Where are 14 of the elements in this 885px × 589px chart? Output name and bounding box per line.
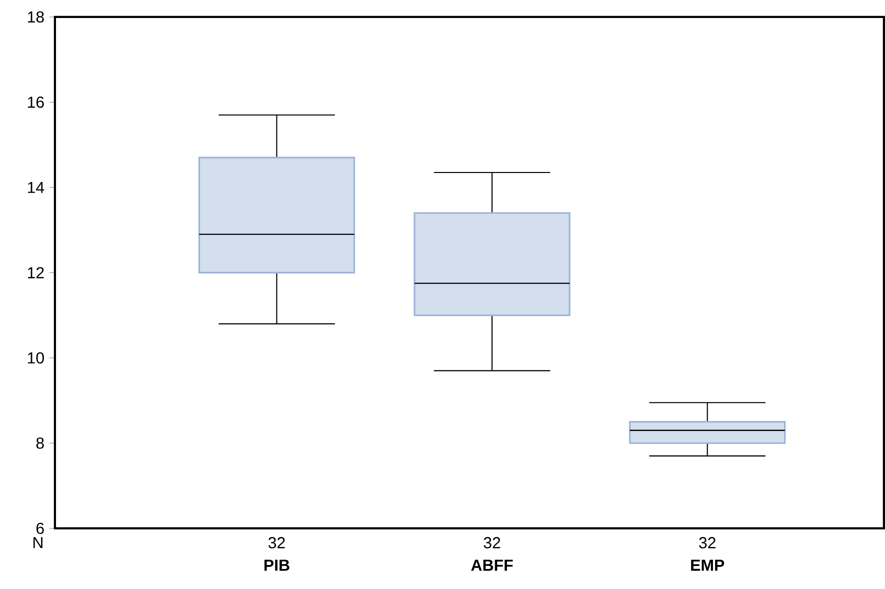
x-tick-label: ABFF [471, 560, 513, 571]
text: 32 [699, 536, 716, 548]
x-tick-label: EMP [691, 560, 724, 571]
text: N [34, 536, 42, 548]
text: 32 [268, 536, 285, 548]
x-tick-label: PIB [264, 560, 290, 571]
y-tick-label: 18 [28, 11, 44, 22]
y-tick-label: 16 [28, 96, 44, 108]
text: 32 [484, 536, 500, 548]
y-tick-label: 14 [28, 182, 44, 193]
y-tick-label: 6 [36, 522, 44, 534]
y-tick-label: 10 [28, 352, 44, 364]
y-tick-label: 8 [36, 437, 44, 449]
y-tick-label: 12 [28, 266, 44, 278]
